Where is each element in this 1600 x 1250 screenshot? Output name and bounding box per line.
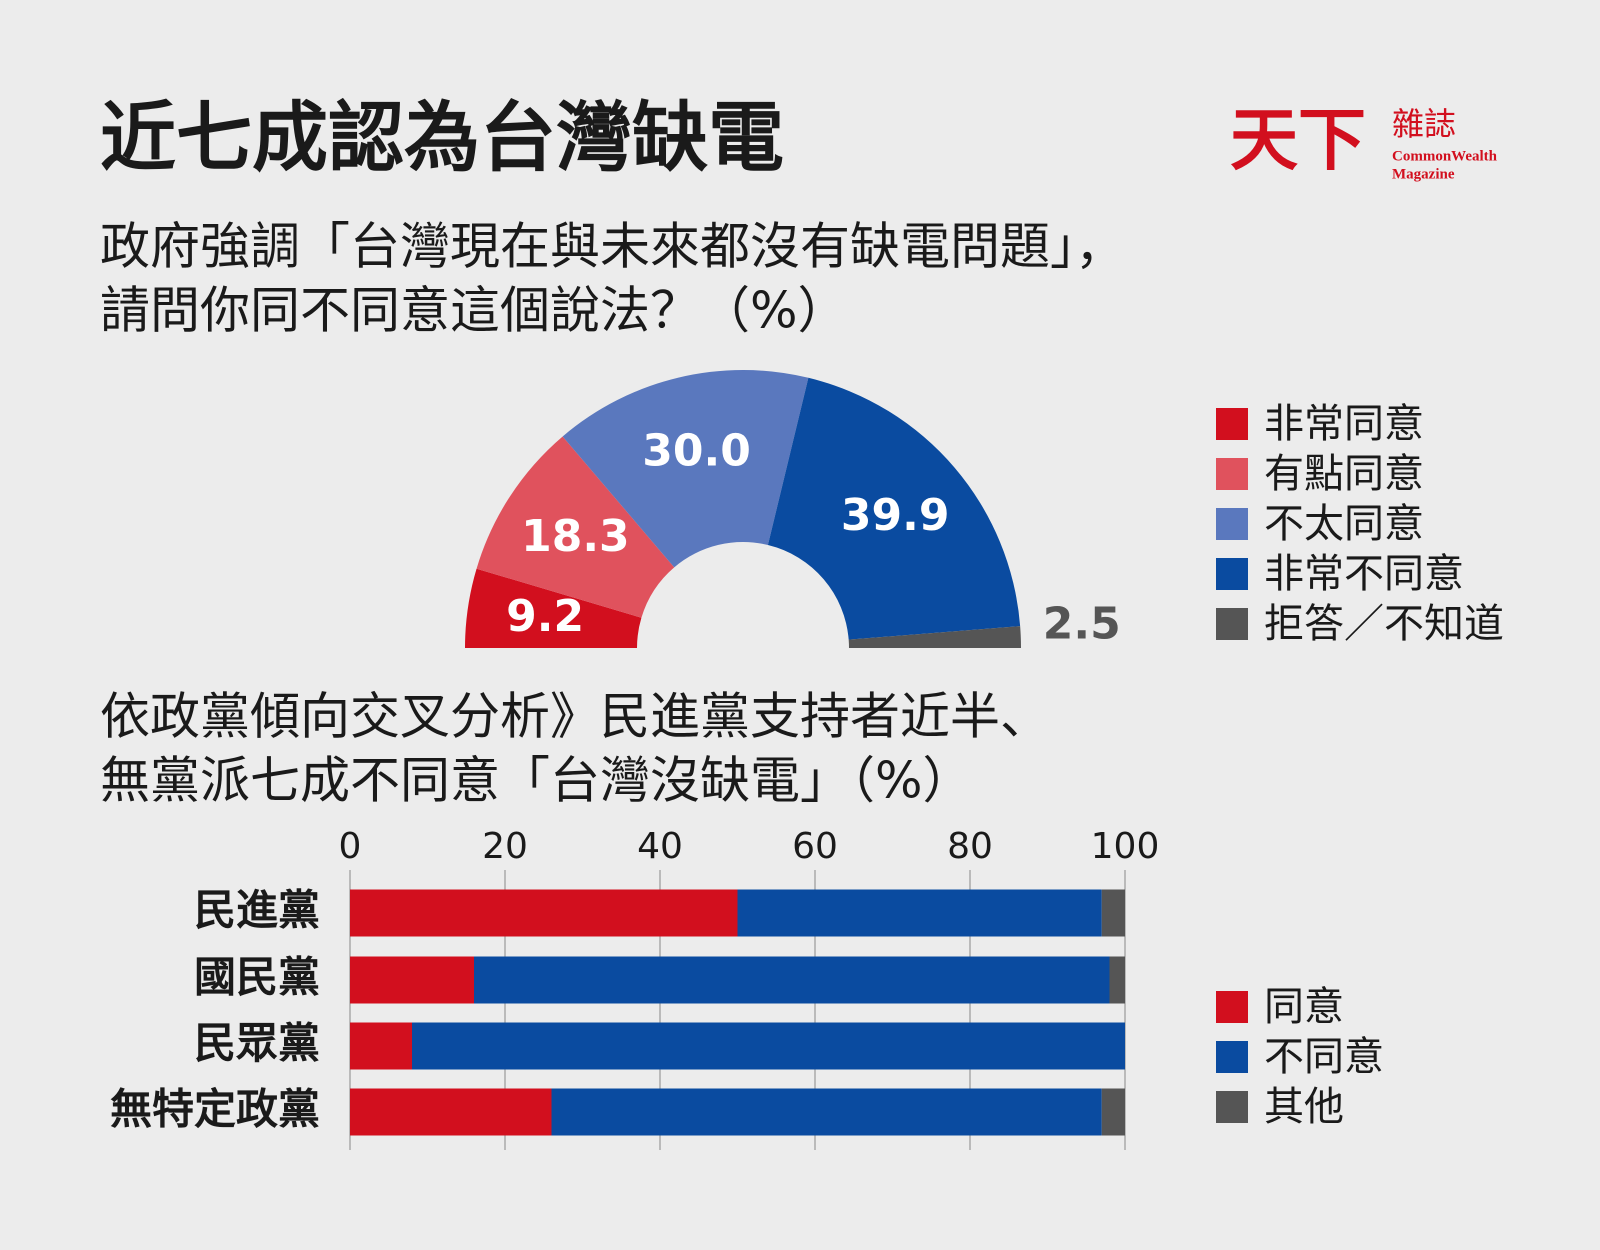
bar-segment <box>350 889 738 937</box>
bar-segment <box>350 956 474 1004</box>
legend-swatch <box>1216 1041 1248 1073</box>
data-label: 2.5 <box>1043 599 1121 650</box>
bar-segment <box>350 1088 552 1136</box>
legend-swatch <box>1216 508 1248 540</box>
legend-swatch <box>1216 458 1248 490</box>
y-tick-label: 民眾黨 <box>194 1019 320 1068</box>
legend-label: 拒答／不知道 <box>1264 601 1504 647</box>
chart-title: 無黨派七成不同意「台灣沒缺電」（%） <box>100 752 973 810</box>
data-label: 30.0 <box>642 425 751 476</box>
legend-swatch <box>1216 1091 1248 1123</box>
data-label: 39.9 <box>841 490 950 541</box>
logo-en: CommonWealth <box>1392 148 1498 164</box>
legend-label: 非常不同意 <box>1264 551 1464 597</box>
bar-segment <box>737 889 1102 937</box>
bar-segment <box>1101 1088 1125 1136</box>
legend-swatch <box>1216 558 1248 590</box>
pie-slice <box>465 568 642 648</box>
logo-en: Magazine <box>1392 166 1455 182</box>
chart-title: 依政黨傾向交叉分析》民進黨支持者近半、 <box>100 688 1050 746</box>
legend-swatch <box>1216 991 1248 1023</box>
x-tick-label: 40 <box>637 826 683 867</box>
bar-segment <box>350 1022 412 1070</box>
data-label: 9.2 <box>506 591 584 642</box>
y-tick-label: 民進黨 <box>194 886 320 935</box>
bar-segment <box>551 1088 1102 1136</box>
legend-label: 不太同意 <box>1264 501 1424 547</box>
x-tick-label: 80 <box>947 826 993 867</box>
legend-label: 其他 <box>1264 1084 1344 1130</box>
logo-name: 天下 <box>1230 102 1366 181</box>
pie-slice <box>562 370 809 568</box>
y-tick-label: 無特定政黨 <box>110 1085 320 1134</box>
y-tick-label: 國民黨 <box>194 953 320 1002</box>
x-tick-label: 60 <box>792 826 838 867</box>
pie-slice <box>848 626 1021 648</box>
legend-swatch <box>1216 608 1248 640</box>
pie-slice <box>767 377 1021 640</box>
legend-label: 同意 <box>1264 984 1344 1030</box>
bar-segment <box>1101 889 1125 937</box>
x-tick-label: 100 <box>1091 826 1160 867</box>
page-title: 近七成認為台灣缺電 <box>100 93 784 182</box>
legend-swatch <box>1216 408 1248 440</box>
legend-label: 有點同意 <box>1264 451 1424 497</box>
logo-sub: 雜誌 <box>1392 105 1456 143</box>
legend-label: 非常同意 <box>1264 401 1424 447</box>
chart-title: 政府強調「台灣現在與未來都沒有缺電問題」， <box>100 218 1125 276</box>
data-label: 18.3 <box>521 511 630 562</box>
chart-title: 請問你同不同意這個說法？（%） <box>100 282 848 340</box>
pie-slice <box>476 436 675 618</box>
bar-segment <box>474 956 1110 1004</box>
legend-label: 不同意 <box>1264 1034 1384 1080</box>
x-tick-label: 0 <box>339 826 362 867</box>
bar-segment <box>412 1022 1125 1070</box>
x-tick-label: 20 <box>482 826 528 867</box>
bar-segment <box>1109 956 1125 1004</box>
